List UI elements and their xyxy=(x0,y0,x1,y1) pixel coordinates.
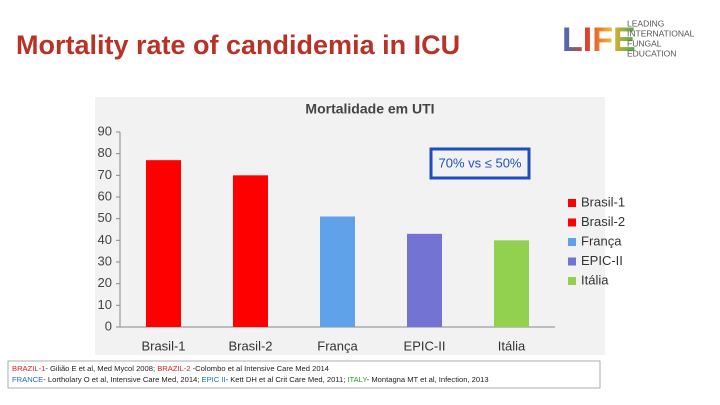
reference-segment: - Gilião E et al, Med Mycol 2008; xyxy=(45,364,157,373)
y-tick-label: 60 xyxy=(98,188,112,203)
reference-segment: - Montagna MT et al, Infection, 2013 xyxy=(367,375,489,384)
bar xyxy=(320,216,355,327)
legend-swatch xyxy=(568,238,576,246)
annotation: 70% vs ≤ 50% xyxy=(438,155,521,170)
reference-line: FRANCE- Lortholary O et al, Intensive Ca… xyxy=(12,375,489,384)
x-tick-label: EPIC-II xyxy=(404,338,446,353)
logo-line: FUNGAL xyxy=(627,38,662,48)
bar xyxy=(146,160,181,327)
y-tick-label: 30 xyxy=(98,253,112,268)
legend-label: Itália xyxy=(581,272,609,287)
y-tick-label: 90 xyxy=(98,123,112,138)
annotation-box xyxy=(429,147,531,180)
legend-label: Brasil-2 xyxy=(581,214,625,229)
logo-line: EDUCATION xyxy=(627,48,676,58)
bar xyxy=(407,233,442,327)
y-tick-label: 40 xyxy=(98,232,112,247)
reference-segment: ITALY xyxy=(347,375,367,384)
legend-label: França xyxy=(581,233,622,248)
bar xyxy=(494,240,529,327)
y-tick-label: 20 xyxy=(98,275,112,290)
x-tick-label: Brasil-1 xyxy=(141,338,185,353)
x-tick-label: França xyxy=(317,338,358,353)
reference-segment: FRANCE xyxy=(12,375,43,384)
references-box xyxy=(7,360,601,389)
x-tick-label: Brasil-2 xyxy=(228,338,272,353)
y-tick-label: 50 xyxy=(98,210,112,225)
legend-swatch xyxy=(568,199,576,207)
y-tick-label: 10 xyxy=(98,297,112,312)
reference-segment: BRAZIL-2 xyxy=(157,364,190,373)
logo-mark: LIFE xyxy=(562,21,636,59)
chart-title: Mortalidade em UTI xyxy=(305,101,434,117)
bar xyxy=(233,175,268,327)
reference-segment: EPIC II xyxy=(202,375,226,384)
slide-title: Mortality rate of candidemia in ICU xyxy=(16,30,460,60)
legend-label: EPIC-II xyxy=(581,253,623,268)
y-tick-label: 80 xyxy=(98,145,112,160)
y-tick-label: 70 xyxy=(98,167,112,182)
reference-segment: - Kett DH et al Crit Care Med, 2011; xyxy=(226,375,348,384)
legend-label: Brasil-1 xyxy=(581,194,625,209)
reference-line: BRAZIL-1- Gilião E et al, Med Mycol 2008… xyxy=(12,364,329,373)
logo-line: INTERNATIONAL xyxy=(627,28,695,38)
legend-swatch xyxy=(568,257,576,266)
reference-segment: BRAZIL-1 xyxy=(12,364,45,373)
y-tick-label: 0 xyxy=(105,318,112,333)
logo-line: LEADING xyxy=(627,18,664,28)
legend-swatch xyxy=(568,277,576,285)
reference-segment: -Colombo et al Intensive Care Med 2014 xyxy=(191,364,329,373)
x-tick-label: Itália xyxy=(498,338,526,353)
reference-segment: - Lortholary O et al, Intensive Care Med… xyxy=(43,375,201,384)
legend-swatch xyxy=(568,218,576,227)
